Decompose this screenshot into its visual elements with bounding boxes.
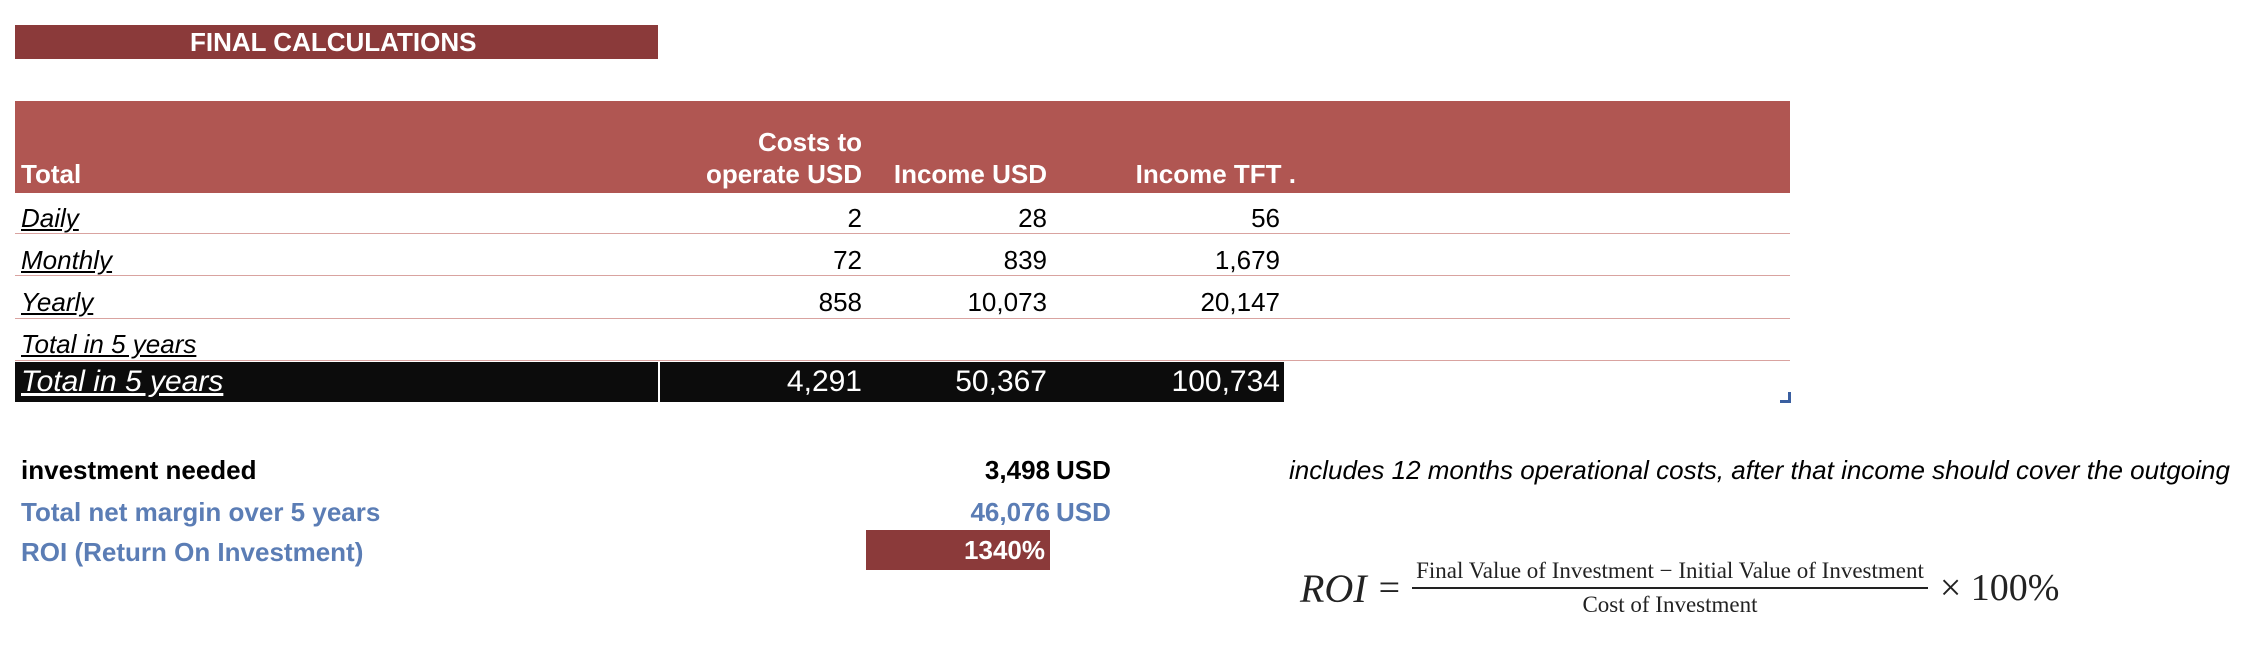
header-total: Total [21,159,82,189]
formula-lhs: ROI [1300,565,1367,611]
section-title: FINAL CALCULATIONS [15,25,658,59]
formula-multiplier: × 100% [1939,567,2060,609]
cell-monthly-income-tft: 1,679 [1214,245,1280,275]
header-costs-line1: Costs to [758,127,862,157]
table-header-band [15,101,1790,193]
investment-unit: USD [1056,455,1111,485]
formula-denominator: Cost of Investment [1582,592,1758,617]
cell-yearly-income-usd: 10,073 [967,287,1047,317]
total-row-label: Total in 5 years [21,365,224,398]
cell-daily-costs: 2 [847,203,862,233]
row-label-5years: Total in 5 years [21,329,197,359]
net-margin-value: 46,076 [970,497,1050,527]
row-divider [15,275,1790,276]
investment-label: investment needed [21,455,257,485]
total-row-income-usd: 50,367 [955,365,1047,398]
net-margin-unit: USD [1056,497,1111,527]
row-divider [15,360,1790,361]
roi-formula: ROI = Final Value of Investment − Initia… [1300,548,2059,628]
cell-daily-income-tft: 56 [1251,203,1280,233]
net-margin-label: Total net margin over 5 years [21,497,381,527]
roi-value: 1340% [866,530,1050,570]
total-row-costs: 4,291 [786,365,862,398]
cell-yearly-income-tft: 20,147 [1200,287,1280,317]
header-costs-line2: operate USD [705,159,862,189]
total-row-bar-left [15,362,658,402]
row-label-monthly: Monthly [21,245,113,275]
row-divider [15,233,1790,234]
cell-monthly-costs: 72 [833,245,862,275]
cell-daily-income-usd: 28 [1018,203,1047,233]
total-row-income-tft: 100,734 [1171,365,1280,398]
total-row-bar-right [660,362,1284,402]
formula-fraction: Final Value of Investment − Initial Valu… [1412,558,1928,618]
header-income-usd: Income USD [893,159,1047,189]
row-label-daily: Daily [21,203,79,233]
cell-yearly-costs: 858 [818,287,862,317]
formula-numerator: Final Value of Investment − Initial Valu… [1412,558,1928,589]
investment-value: 3,498 [984,455,1050,485]
row-divider [15,318,1790,319]
fill-handle-icon[interactable] [1780,392,1791,403]
formula-equals: = [1378,567,1401,609]
investment-note: includes 12 months operational costs, af… [1289,455,2230,485]
row-label-yearly: Yearly [21,287,94,317]
roi-label: ROI (Return On Investment) [21,537,364,567]
cell-monthly-income-usd: 839 [1003,245,1047,275]
header-income-tft: Income TFT . [1135,159,1296,189]
